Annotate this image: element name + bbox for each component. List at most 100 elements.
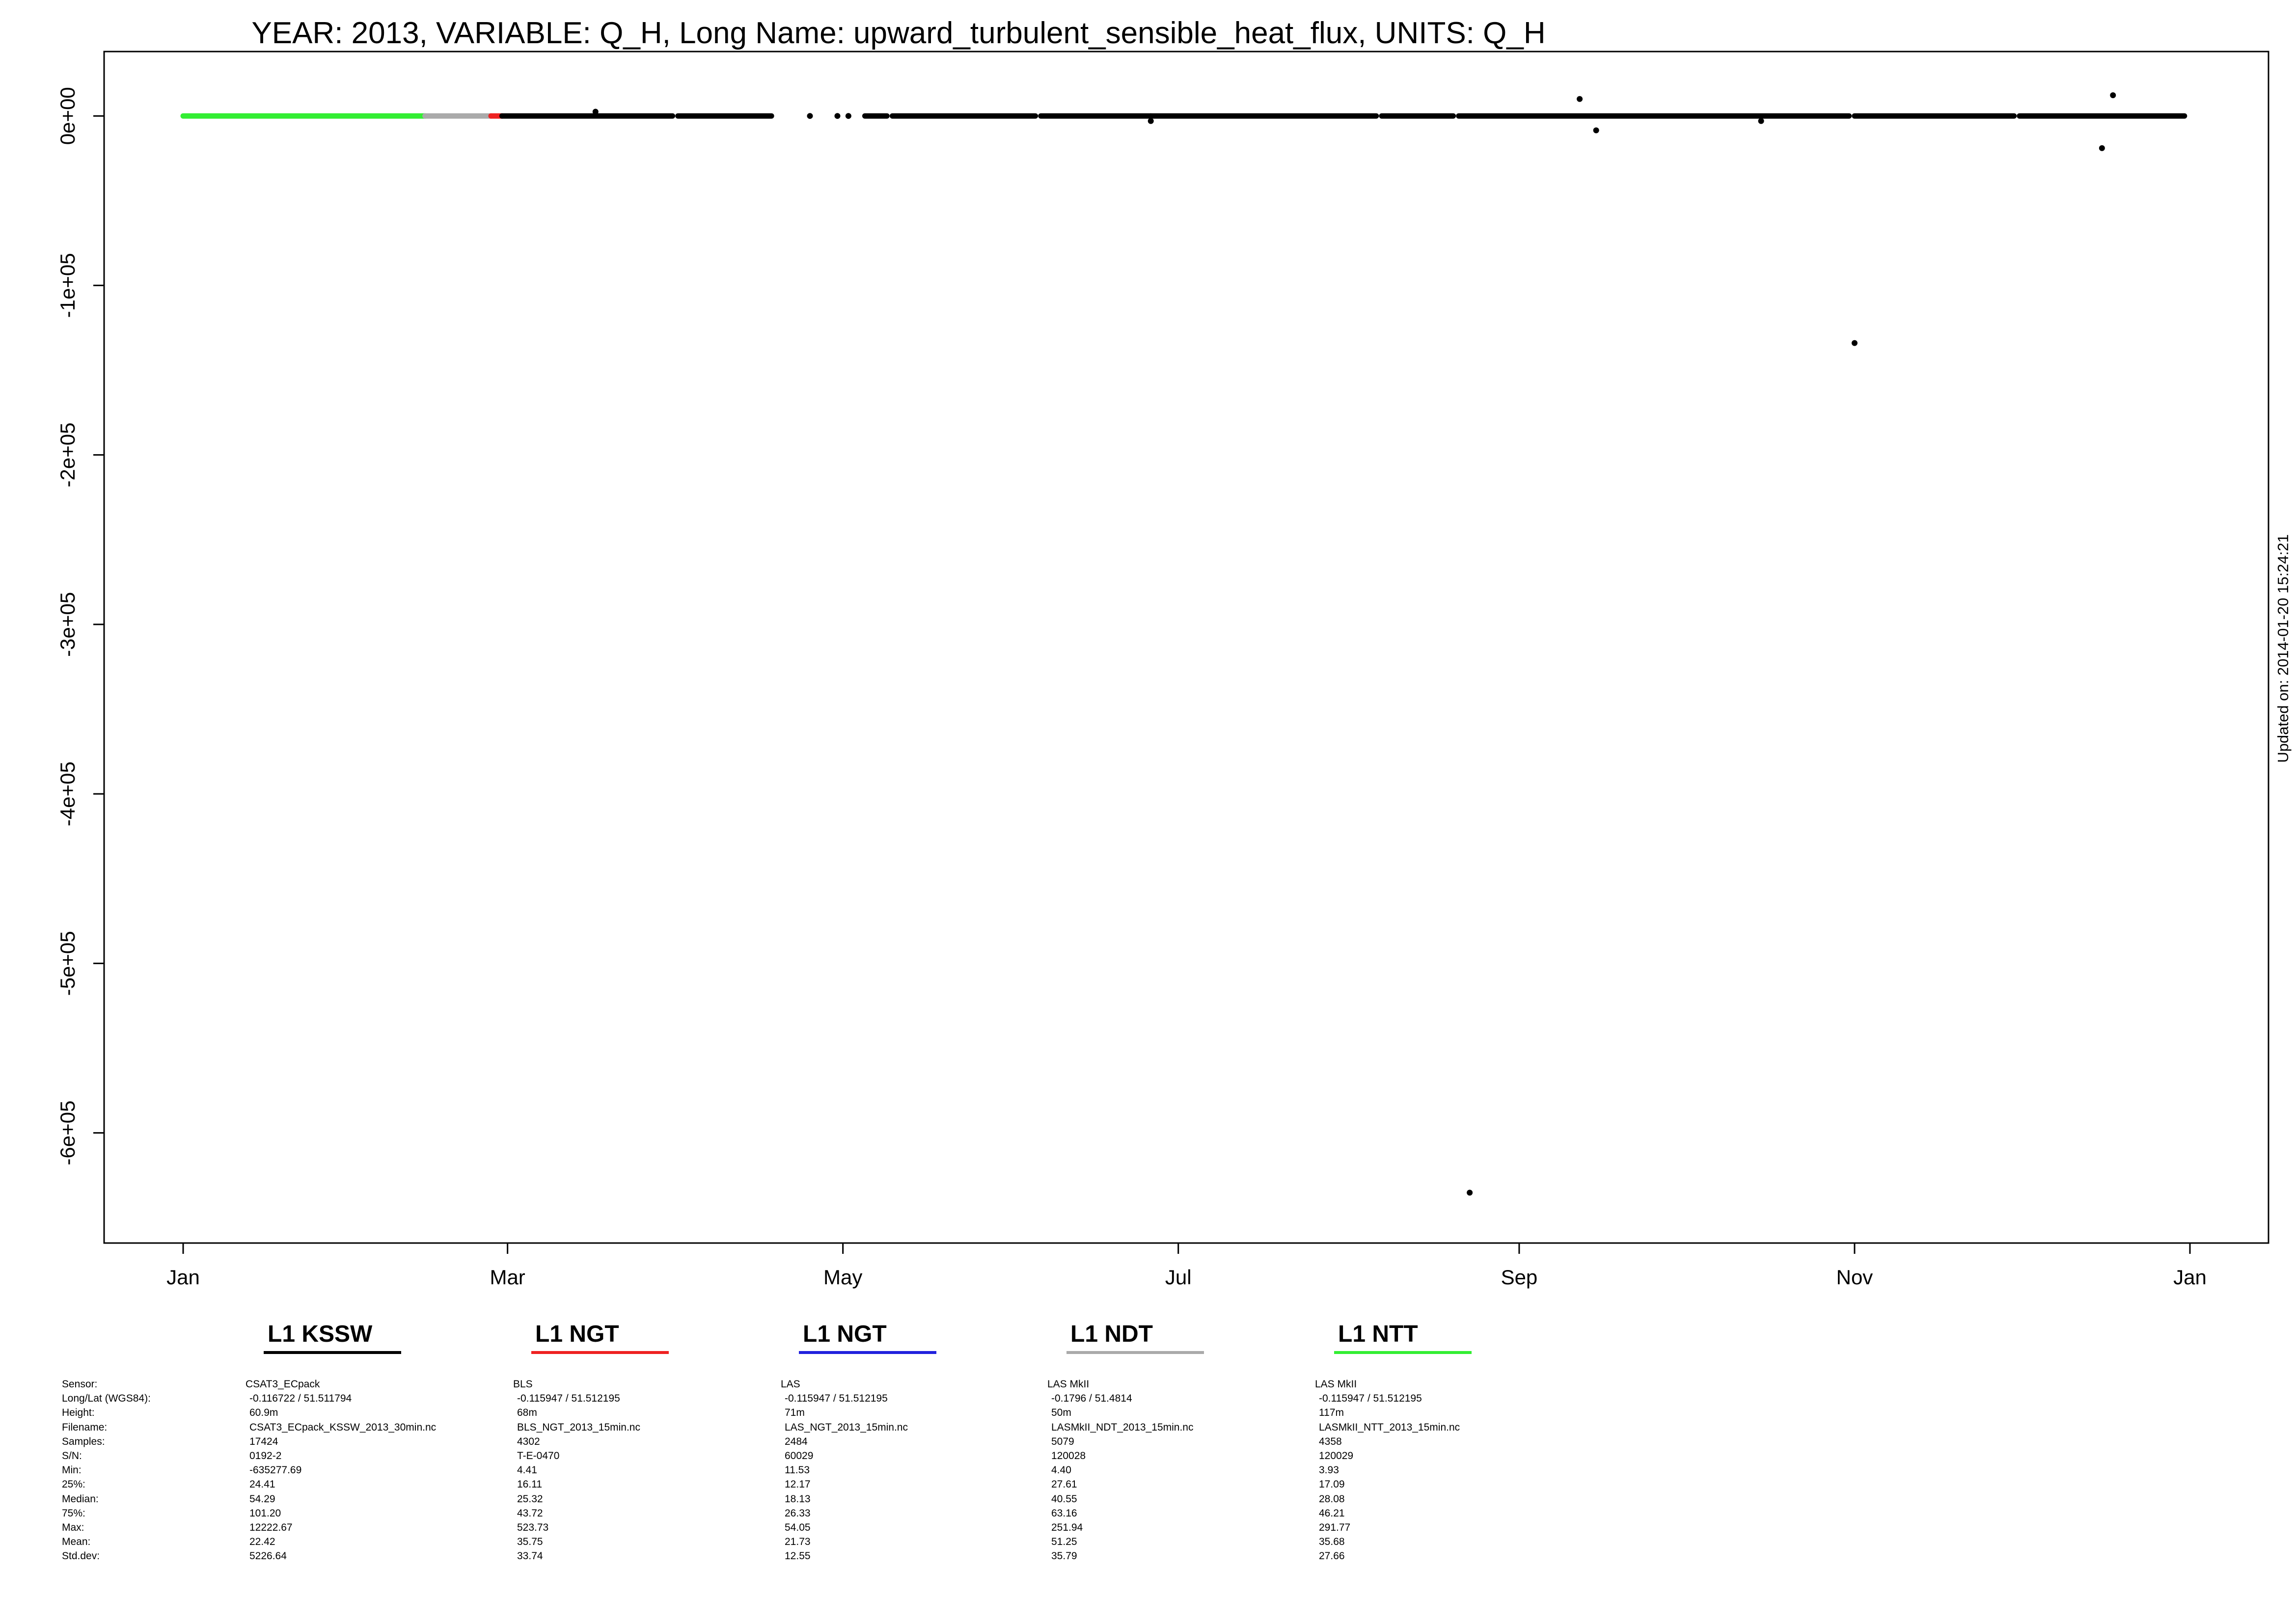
data-point	[2099, 145, 2105, 151]
stats-value: 101.20	[249, 1507, 281, 1519]
stats-value: 4358	[1319, 1435, 1342, 1447]
stats-value: CSAT3_ECpack	[246, 1379, 320, 1390]
stats-value: 26.33	[785, 1507, 811, 1519]
stats-row-labels: Sensor: Long/Lat (WGS84): Height: Filena…	[62, 1377, 151, 1563]
stats-value: LAS MkII	[1315, 1379, 1357, 1390]
stats-value: LASMkII_NTT_2013_15min.nc	[1319, 1421, 1460, 1433]
stats-value: 68m	[517, 1407, 537, 1419]
stats-value: 54.29	[249, 1493, 275, 1505]
data-point	[1577, 96, 1583, 102]
y-tick-label: -5e+05	[56, 931, 79, 996]
stats-label: Sensor:	[62, 1379, 98, 1390]
series-layer	[180, 92, 2187, 1196]
stats-value: 33.74	[517, 1550, 543, 1562]
stats-value: 16.11	[517, 1479, 542, 1490]
legend-swatch	[1066, 1351, 1204, 1354]
stats-label: Min:	[62, 1464, 82, 1476]
chart-title: YEAR: 2013, VARIABLE: Q_H, Long Name: up…	[251, 16, 1545, 50]
plot-frame	[103, 51, 2269, 1244]
stats-value: 5079	[1051, 1435, 1074, 1447]
legend-item-ndt: L1 NDT	[1066, 1321, 1218, 1354]
stats-value: BLS	[513, 1379, 533, 1390]
stats-column-ntt: LAS MkII -0.115947 / 51.512195 117m LASM…	[1315, 1377, 1460, 1563]
stats-value: 27.61	[1051, 1479, 1077, 1490]
stats-value: -635277.69	[249, 1464, 302, 1476]
stats-label: Long/Lat (WGS84):	[62, 1393, 151, 1405]
stats-value: 4.41	[517, 1464, 537, 1476]
legend-item-ngt-red: L1 NGT	[531, 1321, 683, 1354]
data-point	[807, 113, 813, 119]
stats-value: -0.116722 / 51.511794	[249, 1393, 352, 1405]
stats-value: 4302	[517, 1435, 540, 1447]
x-tick-label: Jan	[166, 1266, 200, 1289]
stats-value: 291.77	[1319, 1521, 1351, 1533]
updated-timestamp: Updated on: 2014-01-20 15:24:21	[2274, 534, 2292, 763]
y-tick-label: -1e+05	[56, 253, 79, 318]
stats-label: S/N:	[62, 1450, 82, 1462]
stats-value: 28.08	[1319, 1493, 1345, 1505]
stats-value: 63.16	[1051, 1507, 1077, 1519]
stats-value: 35.79	[1051, 1550, 1077, 1562]
legend-item-ntt: L1 NTT	[1334, 1321, 1485, 1354]
stats-label: Median:	[62, 1493, 99, 1505]
stats-label: Mean:	[62, 1536, 91, 1548]
series-l1-kssw	[499, 92, 2187, 1196]
stats-value: 40.55	[1051, 1493, 1077, 1505]
stats-value: 71m	[785, 1407, 805, 1419]
stats-value: BLS_NGT_2013_15min.nc	[517, 1421, 640, 1433]
stats-value: 12222.67	[249, 1521, 293, 1533]
stats-value: 2484	[785, 1435, 808, 1447]
stats-value: 18.13	[785, 1493, 811, 1505]
stats-value: 120029	[1319, 1450, 1354, 1462]
data-point	[845, 113, 851, 119]
x-tick-label: Sep	[1501, 1266, 1538, 1289]
data-point	[834, 113, 841, 119]
stats-value: 50m	[1051, 1407, 1071, 1419]
stats-value: 54.05	[785, 1521, 811, 1533]
stats-column-kssw: CSAT3_ECpack -0.116722 / 51.511794 60.9m…	[246, 1377, 436, 1563]
stats-value: 35.75	[517, 1536, 543, 1548]
data-point	[1148, 118, 1154, 124]
stats-value: 11.53	[785, 1464, 810, 1476]
stats-value: LAS MkII	[1047, 1379, 1090, 1390]
y-tick-label: -4e+05	[56, 761, 79, 826]
stats-value: 12.55	[785, 1550, 811, 1562]
stats-column-ndt: LAS MkII -0.1796 / 51.4814 50m LASMkII_N…	[1047, 1377, 1193, 1563]
legend-label: L1 NGT	[803, 1321, 887, 1347]
stats-label: 25%:	[62, 1479, 85, 1490]
stats-value: 3.93	[1319, 1464, 1339, 1476]
stats-value: 17.09	[1319, 1479, 1345, 1490]
x-tick-label: Nov	[1836, 1266, 1873, 1289]
stats-value: 27.66	[1319, 1550, 1345, 1562]
y-tick-label: -3e+05	[56, 592, 79, 657]
stats-value: -0.115947 / 51.512195	[785, 1393, 888, 1405]
stats-value: 251.94	[1051, 1521, 1083, 1533]
stats-value: 17424	[249, 1435, 278, 1447]
y-tick-label: 0e+00	[56, 87, 79, 145]
legend-swatch	[531, 1351, 669, 1354]
x-tick-label: Jan	[2173, 1266, 2207, 1289]
stats-value: 120028	[1051, 1450, 1086, 1462]
legend-label: L1 NGT	[535, 1321, 619, 1347]
x-tick-label: May	[823, 1266, 862, 1289]
stats-value: 5226.64	[249, 1550, 287, 1562]
data-point	[1593, 127, 1599, 134]
data-point	[2110, 92, 2116, 98]
stats-value: 60.9m	[249, 1407, 278, 1419]
stats-value: 4.40	[1051, 1464, 1071, 1476]
stats-label: Samples:	[62, 1435, 105, 1447]
stats-label: 75%:	[62, 1507, 85, 1519]
stats-column-ngt-bls: BLS -0.115947 / 51.512195 68m BLS_NGT_20…	[513, 1377, 640, 1563]
y-tick-label: -6e+05	[56, 1101, 79, 1165]
stats-label: Max:	[62, 1521, 84, 1533]
stats-value: LAS	[781, 1379, 800, 1390]
stats-value: 24.41	[249, 1479, 275, 1490]
legend-swatch	[1334, 1351, 1472, 1354]
stats-value: -0.115947 / 51.512195	[517, 1393, 620, 1405]
legend-label: L1 NTT	[1338, 1321, 1418, 1347]
stats-value: 46.21	[1319, 1507, 1345, 1519]
legend-label: L1 KSSW	[268, 1321, 373, 1347]
data-point	[1758, 118, 1764, 124]
stats-label: Height:	[62, 1407, 95, 1419]
stats-value: 35.68	[1319, 1536, 1345, 1548]
